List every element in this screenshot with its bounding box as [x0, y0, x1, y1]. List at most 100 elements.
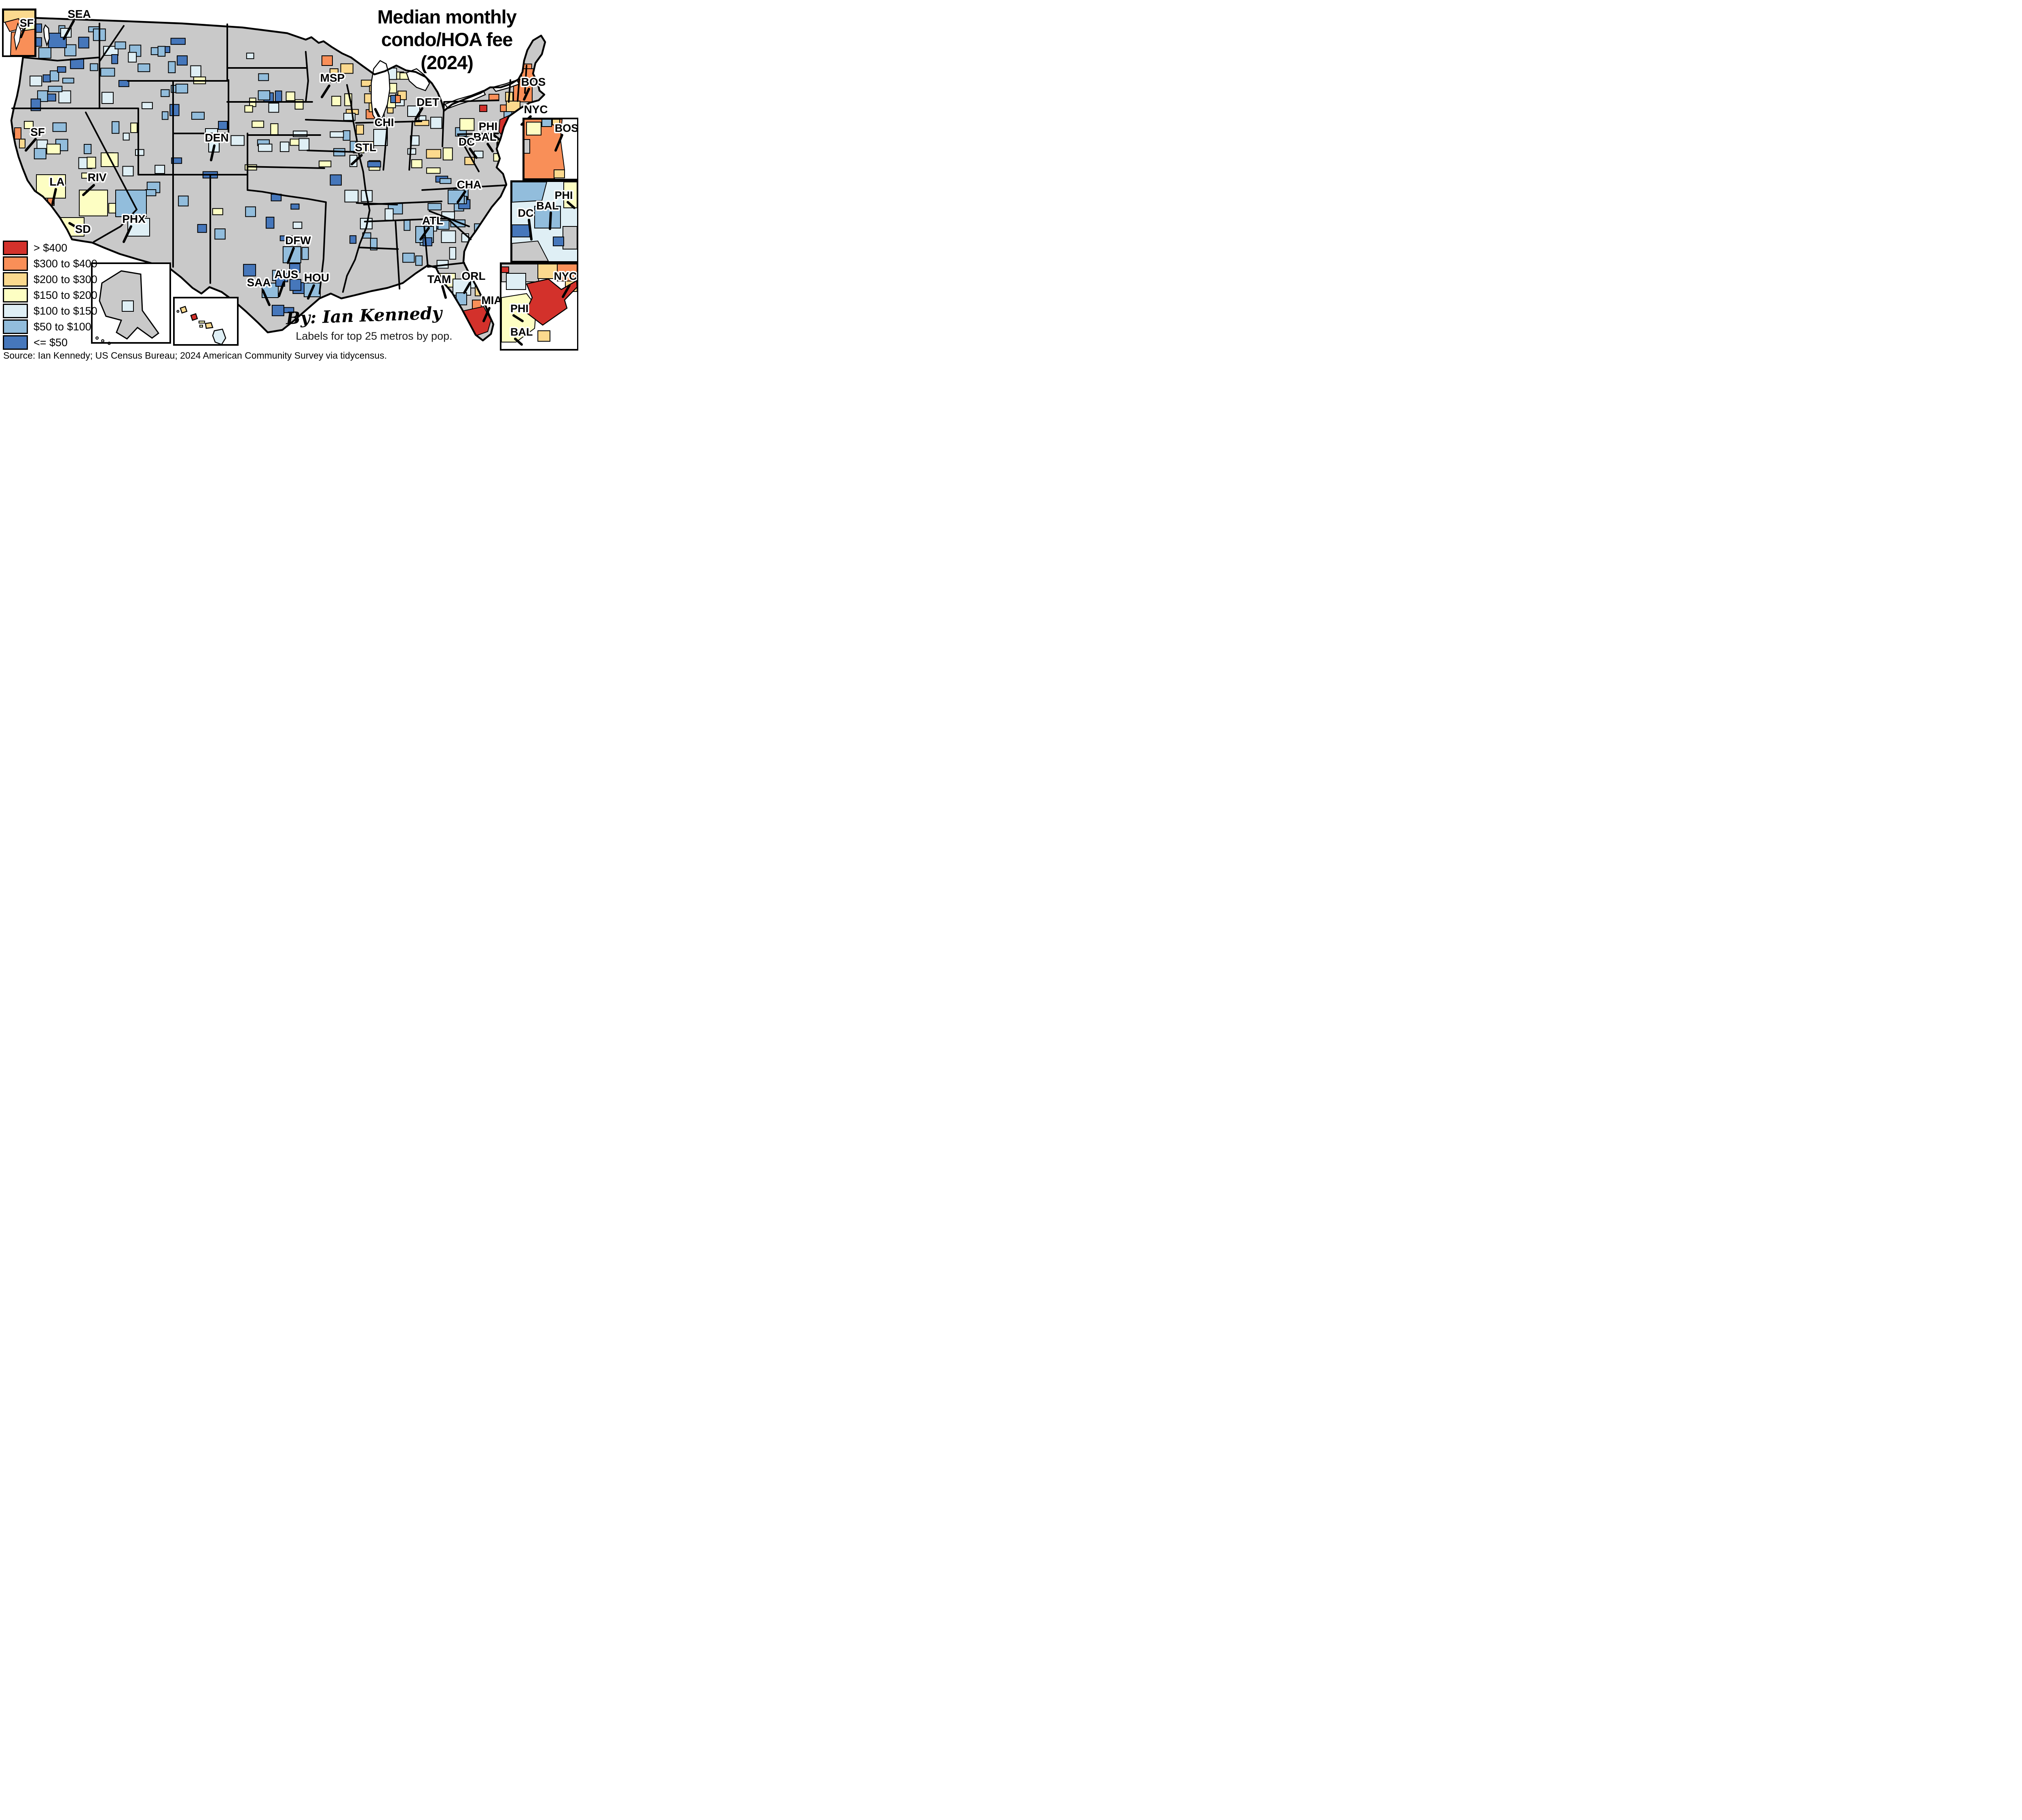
alaska-anchorage-cell — [122, 300, 134, 312]
legend-swatch-5 — [3, 319, 28, 334]
county-cell — [385, 208, 394, 221]
county-cell — [404, 219, 410, 231]
county-cell — [190, 65, 201, 78]
legend-label-4: $100 to $150 — [34, 304, 97, 317]
metro-leader-atl — [419, 227, 430, 241]
county-cell — [101, 152, 118, 167]
county-cell — [266, 217, 275, 229]
county-cell — [70, 58, 84, 69]
county-cell — [301, 247, 309, 260]
aleutian-island — [95, 336, 99, 340]
source-text: Source: Ian Kennedy; US Census Bureau; 2… — [3, 350, 387, 361]
inset-sf: SF — [2, 8, 36, 57]
legend-item-1: $300 to $400 — [3, 256, 97, 271]
county-cell — [87, 156, 96, 169]
county-cell — [118, 80, 129, 87]
county-cell — [197, 224, 207, 233]
county-cell — [169, 104, 180, 116]
state-borders — [11, 23, 527, 294]
county-cell — [510, 115, 518, 127]
metro-label-orl: ORL — [461, 270, 485, 282]
legend-item-2: $200 to $300 — [3, 272, 97, 287]
inset-mid-label-dc: DC — [518, 207, 534, 219]
county-cell — [52, 122, 67, 132]
hawaii-molokai — [199, 321, 205, 323]
county-cell — [30, 76, 42, 87]
metro-label-msp: MSP — [320, 72, 345, 84]
county-cell — [245, 206, 256, 217]
metro-label-bal: BAL — [473, 131, 497, 143]
county-cell — [476, 234, 488, 247]
county-cell — [46, 144, 61, 154]
county-cell — [258, 144, 273, 152]
metro-leader-den — [210, 144, 216, 161]
county-cell — [441, 230, 456, 243]
inset-nyc: NYC PHI BAL — [500, 262, 578, 351]
inset-sf-leader — [20, 26, 26, 38]
county-cell — [289, 279, 302, 291]
county-cell — [395, 95, 401, 103]
inset-mid-shape — [512, 224, 530, 237]
county-cell — [34, 148, 47, 159]
metro-leader-cha — [457, 190, 466, 203]
county-cell — [57, 66, 66, 73]
county-cell — [135, 149, 144, 156]
page-title: Median monthly condo/HOA fee (2024) — [339, 6, 555, 74]
county-cell — [343, 130, 351, 141]
metro-label-cha: CHA — [457, 178, 482, 191]
county-cell — [440, 178, 452, 184]
county-cell — [370, 238, 378, 251]
metro-leader-chi — [374, 108, 382, 122]
county-cell — [321, 55, 333, 66]
county-cell — [162, 111, 169, 120]
county-cell — [503, 146, 518, 156]
metro-label-dfw: DFW — [285, 234, 311, 247]
county-cell — [411, 159, 423, 168]
inset-nyc-shape — [506, 273, 526, 290]
legend-item-3: $150 to $200 — [3, 288, 97, 302]
inset-mid-shape — [534, 206, 561, 228]
metro-label-det: DET — [417, 96, 439, 108]
county-cell — [367, 161, 381, 167]
county-cell — [58, 90, 71, 104]
county-cell — [270, 123, 279, 135]
legend-label-1: $300 to $400 — [34, 257, 97, 270]
inset-nyc-label-phi: PHI — [510, 302, 529, 315]
county-cell — [289, 263, 300, 273]
metro-label-mia: MIA — [481, 294, 502, 307]
inset-bos-shape — [526, 122, 541, 135]
county-cell — [170, 38, 186, 45]
legend-swatch-3 — [3, 288, 28, 302]
legend-swatch-1 — [3, 256, 28, 271]
inset-nyc-shape — [557, 264, 577, 281]
county-cell — [272, 304, 284, 316]
county-cell — [50, 70, 59, 82]
metro-leader-mia — [482, 307, 491, 322]
metro-label-sd: SD — [75, 223, 91, 235]
county-cell — [102, 92, 114, 104]
legend-label-0: > $400 — [34, 241, 68, 254]
county-cell — [415, 255, 423, 266]
metro-label-la: LA — [49, 175, 64, 188]
hawaii-kauai — [180, 306, 188, 314]
inset-mid-label-bal: BAL — [536, 200, 559, 212]
metro-label-aus: AUS — [274, 268, 298, 281]
legend: > $400 $300 to $400 $200 to $300 $150 to $2… — [3, 241, 97, 352]
county-cell — [178, 195, 189, 207]
inset-nyc-shape — [501, 266, 509, 273]
county-cell — [114, 41, 126, 49]
legend-label-2: $200 to $300 — [34, 273, 97, 285]
county-cell — [252, 120, 264, 128]
us-outline — [10, 17, 546, 342]
county-cell — [430, 116, 442, 129]
county-cell — [387, 107, 394, 114]
county-cell — [349, 235, 357, 244]
inset-mid-leader-phi — [567, 201, 575, 209]
lake-huron — [406, 68, 430, 91]
county-cell — [24, 121, 34, 129]
inset-nyc-label-nyc: NYC — [554, 270, 577, 282]
inset-bos-shape — [554, 169, 565, 178]
county-cell — [111, 54, 118, 64]
inset-nyc-leader-phi — [512, 314, 524, 322]
metro-leader-riv — [82, 184, 95, 196]
